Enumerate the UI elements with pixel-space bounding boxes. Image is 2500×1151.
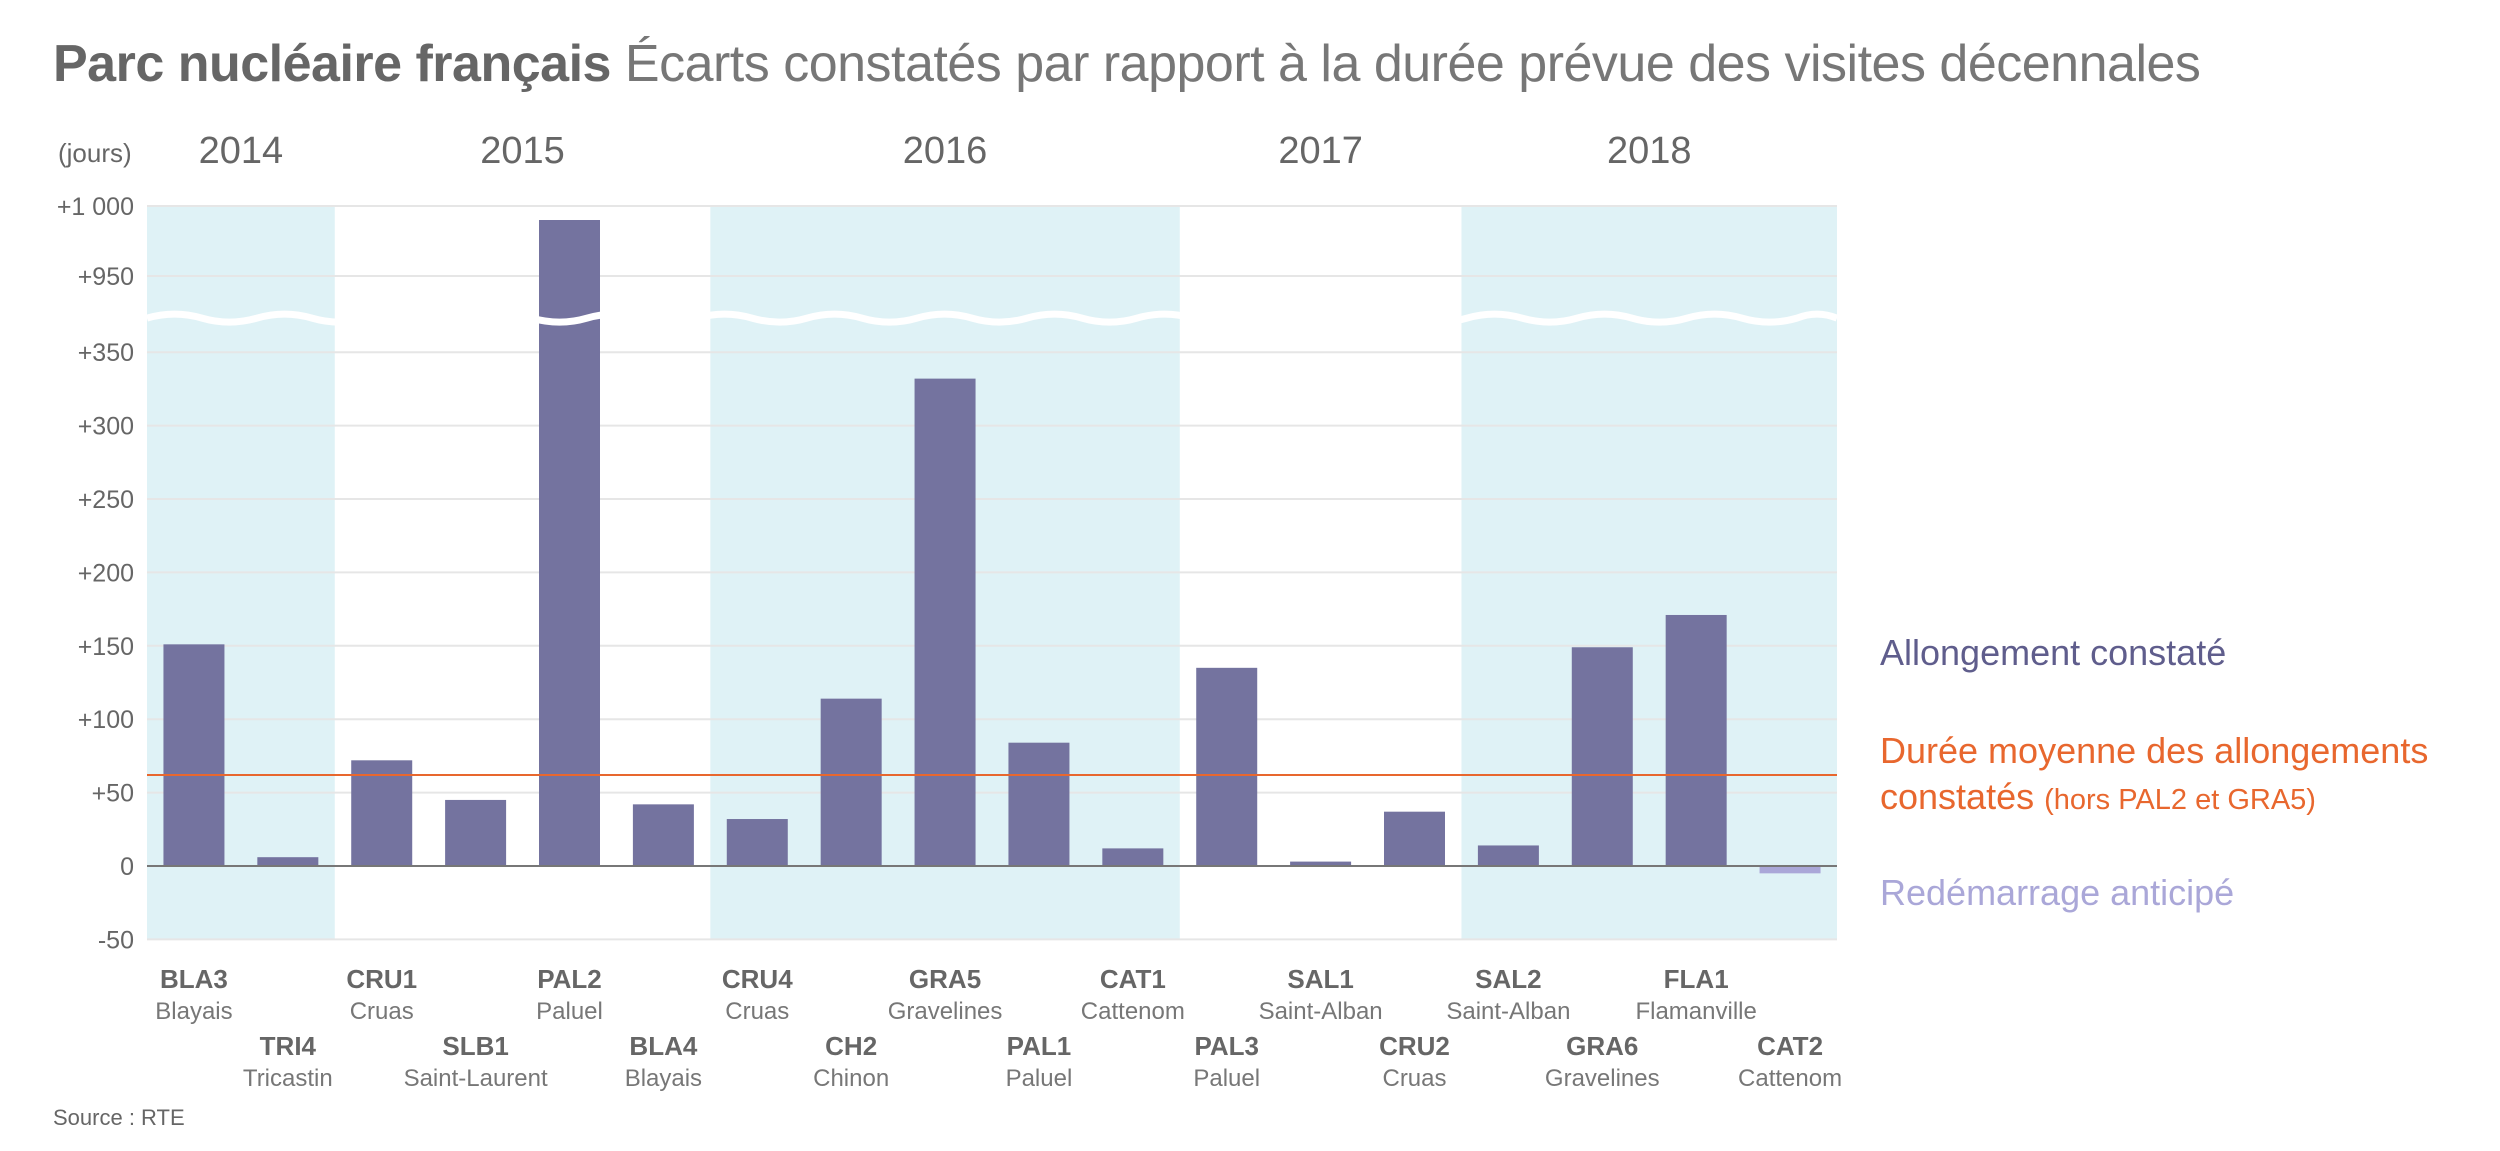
x-label-code: SAL2 <box>1475 964 1541 994</box>
x-label-site: Saint-Laurent <box>404 1065 548 1092</box>
bar-pal1 <box>1008 742 1070 866</box>
x-axis-labels: BLA3 Blayais TRI4 Tricastin CRU1 Cruas SLB1 Sai… <box>155 964 1842 1092</box>
x-label-site: Saint-Alban <box>1259 998 1383 1025</box>
x-label-site: Cruas <box>1382 1065 1446 1092</box>
bar-sal2 <box>1477 845 1539 866</box>
legend-observed-label: Allongement constaté <box>1880 632 2227 673</box>
bar-cru1 <box>351 760 413 866</box>
x-label-site: Cruas <box>350 998 414 1025</box>
bar-pal2 <box>539 220 600 866</box>
y-tick-label: +250 <box>78 486 134 514</box>
x-label-code: SLB1 <box>442 1031 508 1061</box>
x-label-site: Paluel <box>1193 1065 1260 1092</box>
legend-mean: Durée moyenne des allongements constatés… <box>1880 728 2428 823</box>
legend-early-label: Redémarrage anticipé <box>1880 872 2235 913</box>
bar-tri4 <box>257 857 319 866</box>
x-label-code: BLA3 <box>160 964 228 994</box>
bar-gra6 <box>1571 647 1633 866</box>
y-tick-label: +200 <box>78 559 134 587</box>
x-label-code: CRU4 <box>722 964 793 994</box>
legend-early: Redémarrage anticipé <box>1880 872 2234 914</box>
x-label-site: Cattenom <box>1738 1065 1842 1092</box>
y-axis-unit: (jours) <box>58 138 132 168</box>
y-tick-label: +950 <box>78 263 134 291</box>
x-label-site: Paluel <box>536 998 603 1025</box>
bar-cat1 <box>1102 848 1164 866</box>
x-label-site: Blayais <box>155 998 232 1025</box>
x-label-code: CRU2 <box>1379 1031 1450 1061</box>
legend-observed: Allongement constaté <box>1880 632 2226 674</box>
y-tick-label: +150 <box>78 633 134 661</box>
x-label-code: PAL2 <box>537 964 602 994</box>
x-label-code: CAT2 <box>1757 1031 1823 1061</box>
year-label-2016: 2016 <box>903 130 988 172</box>
bar-bla4 <box>632 804 694 866</box>
x-label-code: CH2 <box>825 1031 877 1061</box>
bar-fla1 <box>1665 614 1727 866</box>
chart-title-bold: Parc nucléaire français <box>53 35 611 93</box>
bar-sal1 <box>1290 861 1352 866</box>
x-label-code: SAL1 <box>1287 964 1353 994</box>
year-label-2018: 2018 <box>1607 130 1692 172</box>
year-label-2015: 2015 <box>480 130 565 172</box>
legend-mean-label-2: constatés <box>1880 776 2035 817</box>
x-label-code: GRA5 <box>909 964 981 994</box>
x-label-site: Cattenom <box>1081 998 1185 1025</box>
gridlines <box>147 205 1837 941</box>
legend-mean-label: Durée moyenne des allongements <box>1880 730 2429 771</box>
bar-ch2 <box>820 698 882 866</box>
y-axis-labels: +1 000 +950 +350 +300 +250 +200 +150 +100 +50 0 -5… <box>57 193 134 954</box>
x-label-site: Gravelines <box>888 998 1003 1025</box>
x-label-site: Gravelines <box>1545 1065 1660 1092</box>
y-tick-label: +1 000 <box>57 193 134 221</box>
x-label-code: GRA6 <box>1566 1031 1638 1061</box>
bar-gra5 <box>914 378 976 866</box>
bars <box>163 220 1821 874</box>
x-label-code: PAL1 <box>1007 1031 1072 1061</box>
x-label-site: Saint-Alban <box>1446 998 1570 1025</box>
axis-breaks <box>146 310 1839 326</box>
year-label-2017: 2017 <box>1278 130 1363 172</box>
bar-cru2 <box>1384 811 1445 866</box>
bar-slb1 <box>445 799 507 866</box>
bar-pal3 <box>1196 667 1258 866</box>
x-label-site: Cruas <box>725 998 789 1025</box>
x-label-code: BLA4 <box>629 1031 697 1061</box>
chart-title: Parc nucléaire français Écarts constatés… <box>53 34 2201 94</box>
y-tick-label: 0 <box>120 853 134 881</box>
axis-break-wave <box>146 310 1839 326</box>
x-label-site: Flamanville <box>1635 998 1756 1025</box>
year-label-2014: 2014 <box>199 130 284 172</box>
x-label-site: Blayais <box>625 1065 702 1092</box>
x-label-site: Paluel <box>1006 1065 1073 1092</box>
y-tick-label: +100 <box>78 706 134 734</box>
x-label-code: TRI4 <box>260 1031 317 1061</box>
y-tick-label: +50 <box>92 780 134 808</box>
x-label-code: CAT1 <box>1100 964 1166 994</box>
x-label-code: FLA1 <box>1664 964 1729 994</box>
bar-cru4 <box>726 819 788 866</box>
year-labels: 2014 2015 2016 2017 2018 <box>199 130 1692 172</box>
x-label-site: Tricastin <box>243 1065 333 1092</box>
y-tick-label: +350 <box>78 339 134 367</box>
bar-bla3 <box>163 644 225 866</box>
legend-mean-note: (hors PAL2 et GRA5) <box>2044 784 2316 816</box>
bar-cat2 <box>1759 866 1821 874</box>
x-label-code: CRU1 <box>346 964 417 994</box>
y-tick-label: -50 <box>98 926 134 954</box>
x-label-code: PAL3 <box>1194 1031 1259 1061</box>
source-note: Source : RTE <box>53 1105 185 1130</box>
chart-title-subtitle: Écarts constatés par rapport à la durée … <box>624 35 2201 93</box>
y-tick-label: +300 <box>78 413 134 441</box>
x-label-site: Chinon <box>813 1065 889 1092</box>
